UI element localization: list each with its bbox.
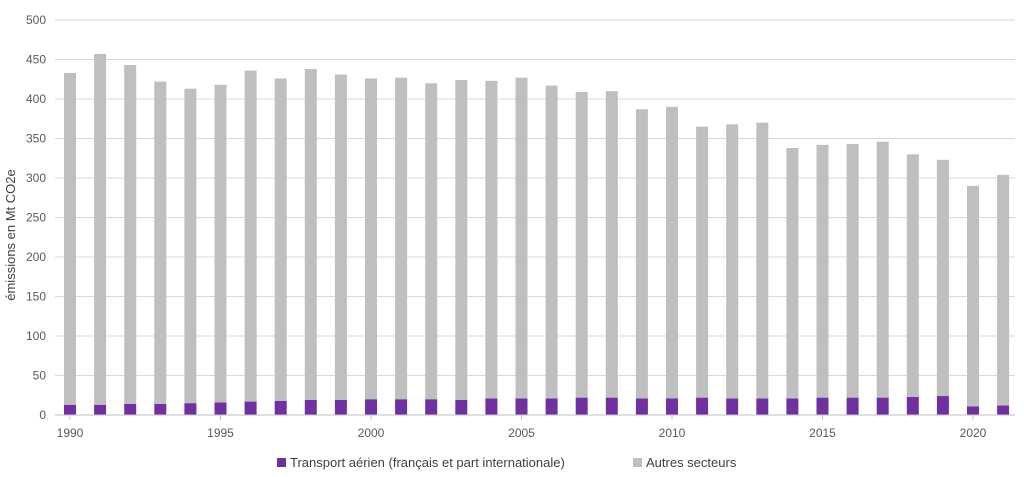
bar-segment-other-sectors (184, 88, 197, 404)
bar-segment-air-transport (395, 399, 408, 415)
bar-segment-air-transport (846, 397, 859, 415)
bar-segment-air-transport (666, 398, 678, 415)
x-tick-label: 1990 (57, 426, 84, 440)
bar-segment-other-sectors (124, 65, 137, 404)
bar-segment-other-sectors (274, 78, 287, 401)
bar-segment-air-transport (124, 403, 137, 415)
bar-segment-air-transport (274, 400, 287, 415)
bar-segment-other-sectors (906, 154, 919, 397)
bar-segment-other-sectors (786, 147, 799, 399)
bar-segment-other-sectors (455, 80, 468, 400)
x-axis: 1990 1995 2000 2005 2010 2015 2020 (55, 414, 1015, 440)
y-tick-label: 350 (26, 132, 46, 146)
bar-segment-air-transport (64, 404, 76, 415)
x-tick-label: 1995 (207, 426, 234, 440)
legend: Transport aérien (français et part inter… (277, 455, 737, 470)
x-tick-label: 2000 (358, 426, 385, 440)
bar-segment-air-transport (906, 396, 919, 415)
bar-segment-air-transport (515, 398, 528, 415)
y-tick-label: 150 (26, 290, 46, 304)
bar-segment-other-sectors (605, 91, 618, 398)
bar-segment-air-transport (696, 397, 709, 415)
legend-swatch-air (277, 458, 286, 467)
bar-segment-other-sectors (244, 70, 257, 402)
bar-segment-air-transport (605, 397, 618, 415)
bars (64, 53, 1010, 415)
bar-segment-air-transport (334, 399, 347, 415)
x-tick-label: 2005 (508, 426, 535, 440)
y-axis-label: émissions en Mt CO2e (3, 169, 18, 301)
y-tick-label: 250 (26, 211, 46, 225)
bar-segment-air-transport (94, 404, 107, 415)
bar-segment-air-transport (575, 397, 588, 415)
gridlines (55, 19, 1015, 376)
bar-segment-other-sectors (214, 84, 227, 403)
bar-segment-other-sectors (696, 126, 709, 398)
bar-segment-other-sectors (395, 77, 408, 400)
bar-segment-air-transport (756, 398, 769, 415)
x-tick-label: 2010 (659, 426, 686, 440)
y-tick-label: 50 (33, 369, 47, 383)
bar-segment-air-transport (635, 398, 648, 415)
bar-segment-air-transport (154, 403, 167, 415)
y-tick-labels: 0 50 100 150 200 250 300 350 400 450 500 (26, 13, 46, 422)
bar-segment-air-transport (545, 398, 558, 415)
x-tick-label: 2015 (809, 426, 836, 440)
bar-segment-other-sectors (967, 185, 979, 407)
legend-label-air: Transport aérien (français et part inter… (290, 455, 565, 470)
bar-segment-other-sectors (515, 77, 528, 399)
bar-segment-air-transport (244, 401, 257, 415)
bar-segment-air-transport (214, 402, 227, 415)
bar-segment-air-transport (786, 398, 799, 415)
y-tick-label: 300 (26, 171, 46, 185)
bar-segment-other-sectors (756, 122, 769, 399)
bar-segment-air-transport (485, 398, 498, 415)
bar-segment-other-sectors (425, 83, 438, 400)
bar-segment-other-sectors (997, 174, 1010, 406)
bar-segment-air-transport (997, 405, 1010, 415)
bar-segment-air-transport (425, 399, 438, 415)
bar-segment-air-transport (876, 397, 889, 415)
y-tick-label: 450 (26, 53, 46, 67)
y-tick-label: 0 (39, 408, 46, 422)
bar-segment-other-sectors (816, 144, 829, 398)
y-tick-label: 100 (26, 329, 46, 343)
bar-segment-other-sectors (876, 141, 889, 398)
bar-segment-air-transport (967, 406, 979, 415)
legend-label-other: Autres secteurs (646, 455, 737, 470)
y-tick-label: 500 (26, 13, 46, 27)
y-tick-label: 200 (26, 250, 46, 264)
legend-swatch-other (633, 458, 642, 467)
bar-segment-other-sectors (304, 68, 317, 400)
bar-segment-other-sectors (154, 81, 167, 404)
bar-segment-air-transport (184, 403, 197, 415)
bar-segment-other-sectors (365, 78, 377, 400)
bar-segment-other-sectors (64, 72, 76, 405)
bar-segment-other-sectors (545, 85, 558, 399)
bar-segment-other-sectors (485, 80, 498, 399)
bar-segment-air-transport (726, 398, 739, 415)
bar-segment-other-sectors (666, 106, 678, 399)
bar-segment-air-transport (455, 399, 468, 415)
bar-segment-air-transport (816, 397, 829, 415)
bar-segment-other-sectors (846, 144, 859, 398)
bar-segment-air-transport (304, 399, 317, 415)
bar-segment-air-transport (365, 399, 377, 415)
bar-segment-other-sectors (936, 159, 949, 397)
bar-segment-other-sectors (575, 91, 588, 398)
bar-segment-other-sectors (334, 74, 347, 400)
x-tick-label: 2020 (960, 426, 987, 440)
bar-segment-other-sectors (94, 53, 107, 405)
bar-segment-air-transport (936, 396, 949, 415)
y-tick-label: 400 (26, 92, 46, 106)
bar-segment-other-sectors (726, 124, 739, 399)
bar-segment-other-sectors (635, 109, 648, 399)
